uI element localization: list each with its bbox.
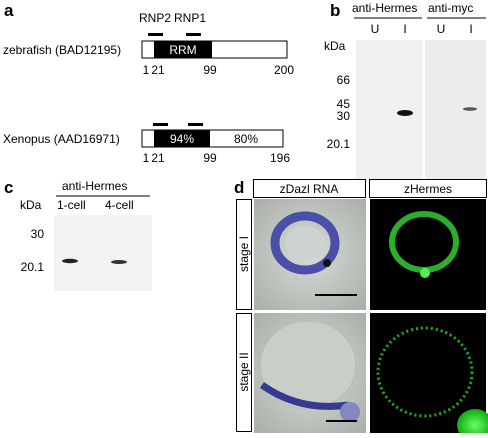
marker-label: 30 (31, 227, 45, 241)
domain-label: 94% (170, 132, 194, 146)
lane-label: I (403, 22, 406, 36)
column-label: zDazl RNA (280, 182, 339, 196)
position: 21 (151, 151, 165, 165)
antibody-label: anti-Hermes (352, 1, 417, 15)
blot (54, 215, 152, 291)
domain-label: RRM (169, 43, 196, 57)
stain (270, 211, 340, 275)
kda-label: kDa (324, 39, 346, 53)
blot (356, 40, 423, 180)
band (463, 107, 477, 111)
motif-bar (186, 33, 201, 36)
panel-b: b anti-Hermes anti-myc U I U I kDa 66 45… (324, 1, 486, 180)
column-header (369, 179, 487, 198)
motif-label: RNP1 (174, 11, 206, 25)
column-header (253, 179, 366, 198)
blot (425, 40, 486, 180)
marker-label: 30 (337, 109, 351, 123)
tail-label: 80% (234, 132, 258, 146)
spot (323, 259, 331, 267)
position: 99 (203, 151, 217, 165)
row-label: stage II (237, 352, 251, 391)
marker-label: 66 (337, 73, 351, 87)
lane-label: U (371, 22, 380, 36)
motif-bar (188, 123, 203, 126)
panel-a: a RNP2 RNP1 zebrafish (BAD12195) RRM 1 2… (3, 1, 294, 165)
spot (420, 268, 430, 278)
protein-name: zebrafish (BAD12195) (3, 43, 121, 57)
row-header (236, 313, 252, 432)
position: 99 (203, 63, 217, 77)
stain (340, 402, 360, 422)
motif-bar (148, 33, 163, 36)
nucleus (285, 226, 325, 260)
stain (376, 326, 474, 418)
lane-label: U (437, 22, 446, 36)
panel-label: c (4, 178, 13, 197)
motif-label: RNP2 (139, 11, 171, 25)
position: 1 (143, 63, 150, 77)
panel-d: d zDazl RNA zHermes stage I stage II (234, 178, 488, 438)
position: 21 (151, 63, 165, 77)
motif-bar (153, 123, 168, 126)
panel-label: a (4, 1, 14, 20)
antibody-label: anti-Hermes (62, 179, 127, 193)
domain-box (154, 130, 210, 147)
domain-box (154, 41, 212, 58)
column-label: zHermes (404, 182, 452, 196)
marker-label: 20.1 (21, 260, 45, 274)
lane-label: 1-cell (57, 198, 86, 212)
marker-label: 20.1 (327, 137, 351, 151)
micrograph (370, 199, 486, 310)
oocyte (259, 320, 357, 410)
protein-name: Xenopus (AAD16971) (3, 132, 120, 146)
lane-label: I (469, 22, 472, 36)
panel-c: c anti-Hermes kDa 1-cell 4-cell 30 20.1 (4, 178, 152, 291)
row-header (236, 199, 252, 310)
lane-label: 4-cell (105, 198, 134, 212)
marker-label: 45 (337, 97, 351, 111)
band (62, 258, 78, 264)
position: 200 (274, 63, 294, 77)
stain (457, 409, 488, 438)
band (111, 260, 127, 264)
kda-label: kDa (20, 198, 42, 212)
position: 1 (143, 151, 150, 165)
panel-label: b (330, 1, 340, 20)
panel-label: d (234, 178, 244, 197)
antibody-label: anti-myc (428, 1, 473, 15)
position: 196 (270, 151, 290, 165)
row-label: stage I (237, 236, 251, 272)
band (397, 110, 413, 116)
stain (259, 382, 349, 410)
